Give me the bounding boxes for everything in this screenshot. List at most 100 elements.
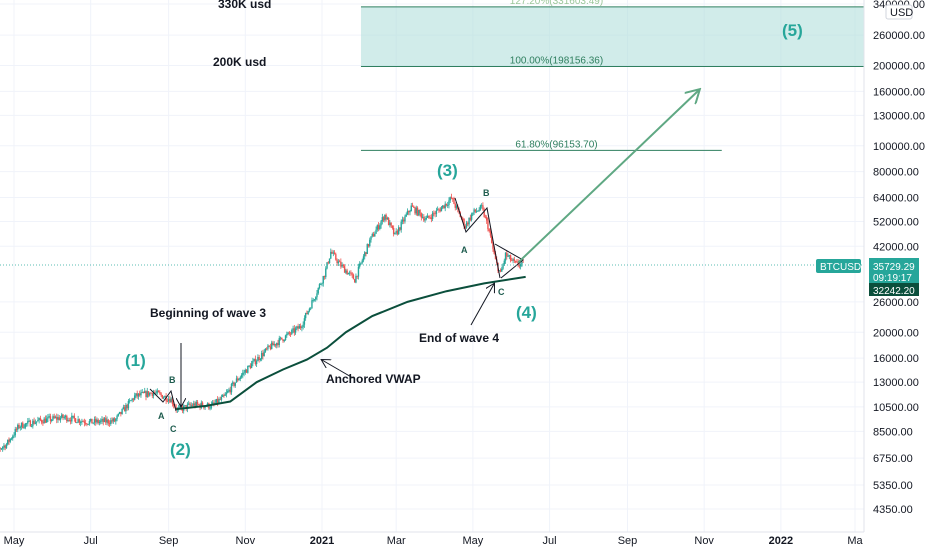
candle	[193, 400, 195, 407]
candle	[62, 414, 64, 421]
candle	[273, 341, 275, 347]
candle	[504, 252, 507, 264]
candle	[278, 335, 280, 348]
candle	[356, 275, 358, 280]
candle	[485, 215, 488, 224]
candle	[399, 227, 401, 232]
candle	[480, 203, 483, 209]
candle	[360, 262, 362, 265]
candle	[306, 310, 308, 315]
vwap-price-tag: 32242.20	[869, 283, 919, 297]
candle	[357, 263, 360, 280]
candle	[308, 307, 311, 313]
candle	[312, 298, 314, 303]
candle	[455, 204, 458, 210]
x-tick-label: Mar	[387, 535, 406, 547]
candle	[272, 340, 274, 346]
candle	[269, 343, 272, 351]
candle	[474, 209, 477, 214]
candle	[253, 358, 255, 362]
candle	[372, 231, 375, 237]
candle	[487, 217, 489, 232]
candle	[93, 416, 96, 426]
candle	[123, 404, 126, 412]
candle	[69, 417, 72, 425]
candle	[189, 402, 191, 407]
candle	[376, 224, 379, 232]
candle	[63, 415, 65, 420]
candle	[117, 413, 120, 417]
candle	[452, 197, 454, 202]
candle	[127, 399, 130, 411]
candle	[103, 417, 106, 423]
projection-arrow	[517, 90, 699, 264]
price-axis[interactable]: 340000.00260000.00200000.00160000.001300…	[863, 0, 925, 532]
candle	[142, 391, 145, 394]
candle	[381, 213, 384, 225]
candle	[49, 413, 52, 425]
candle	[219, 396, 221, 401]
label-330k: 330K usd	[218, 0, 271, 11]
candle	[351, 271, 353, 278]
candle	[248, 365, 250, 367]
x-tick-label: Nov	[694, 535, 714, 547]
y-tick-label: 42000.00	[873, 241, 919, 253]
candle	[140, 389, 142, 398]
candle	[131, 397, 133, 403]
label-200k: 200K usd	[213, 55, 266, 69]
candle	[96, 417, 98, 425]
candle	[150, 391, 152, 394]
candle	[17, 423, 19, 433]
x-tick-label: May	[4, 535, 25, 547]
candle	[382, 216, 385, 223]
annotation-end-wave4: End of wave 4	[419, 331, 499, 345]
time-axis[interactable]: May Jul Sep Nov 2021 Mar May Jul Sep Nov 2022 Ma	[0, 531, 864, 547]
candle	[420, 212, 423, 221]
candle	[346, 268, 348, 275]
candle	[56, 413, 58, 424]
currency-badge[interactable]: USD	[885, 4, 913, 20]
annotation-beginning-wave3: Beginning of wave 3	[150, 306, 266, 320]
candle	[321, 282, 323, 287]
candle	[289, 331, 292, 337]
candle	[429, 214, 431, 220]
candle	[401, 216, 404, 225]
candle	[413, 205, 415, 209]
candle	[365, 252, 367, 257]
candle	[22, 421, 24, 429]
candle	[395, 228, 397, 235]
candle	[337, 259, 340, 266]
candle	[162, 396, 165, 400]
candle	[37, 416, 39, 422]
candle	[264, 348, 267, 353]
candle	[473, 207, 475, 216]
candle	[408, 210, 410, 216]
candle	[340, 258, 342, 269]
candle	[431, 210, 434, 222]
candle	[501, 266, 503, 272]
candle	[3, 442, 5, 451]
candle	[52, 414, 54, 421]
candle	[418, 209, 420, 217]
candle	[252, 357, 254, 367]
candle	[397, 225, 400, 235]
candle	[240, 373, 243, 379]
candle	[374, 231, 376, 237]
candle	[443, 205, 445, 209]
candle	[116, 414, 118, 422]
x-tick-label: 2022	[769, 535, 793, 547]
candle	[200, 400, 203, 410]
y-tick-label: 20000.00	[873, 327, 919, 339]
candle	[389, 220, 391, 228]
vwap-price-value: 32242.20	[873, 286, 915, 297]
drawings	[0, 90, 864, 412]
candle	[45, 415, 48, 423]
candle	[450, 193, 453, 200]
candle	[237, 376, 239, 382]
candle	[12, 434, 14, 441]
candle	[125, 402, 127, 415]
candles	[0, 193, 524, 452]
candle	[385, 213, 387, 222]
candle	[161, 394, 164, 399]
